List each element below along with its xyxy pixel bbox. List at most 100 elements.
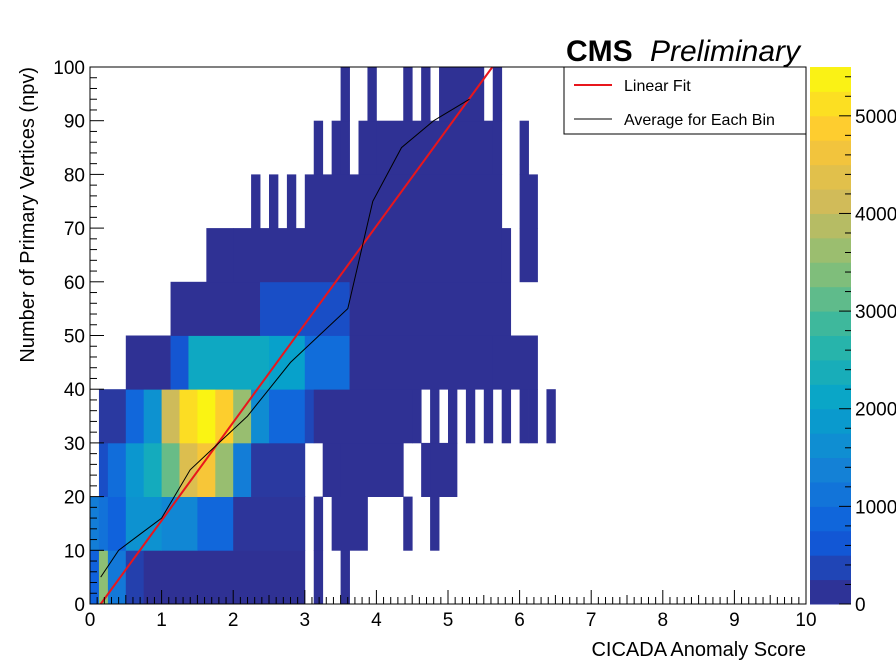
y-tick-label: 30 bbox=[64, 434, 85, 455]
heatmap-cell bbox=[233, 442, 252, 497]
y-tick-label: 50 bbox=[64, 327, 85, 348]
y-tick-label: 60 bbox=[64, 273, 85, 294]
y-tick-label: 70 bbox=[64, 219, 85, 240]
heatmap-cell bbox=[313, 496, 324, 551]
heatmap-cell bbox=[179, 389, 198, 444]
heatmap-cell bbox=[430, 442, 449, 497]
color-bar-segment bbox=[810, 384, 851, 410]
heatmap-cell bbox=[367, 67, 377, 122]
x-tick-label: 3 bbox=[300, 610, 311, 631]
heatmap-cell bbox=[251, 174, 261, 229]
linear-fit-line bbox=[99, 66, 494, 605]
y-tick-label: 80 bbox=[64, 165, 85, 186]
color-bar-tick-label: 1000 bbox=[855, 497, 896, 518]
heatmap-cell bbox=[161, 389, 180, 444]
heatmap-cell bbox=[197, 496, 234, 551]
heatmap-cell bbox=[286, 174, 297, 229]
heatmap-cell bbox=[519, 228, 538, 283]
color-bar-segment bbox=[810, 237, 851, 263]
y-tick-label: 20 bbox=[64, 488, 85, 509]
heatmap-cell bbox=[448, 67, 485, 122]
heatmap-cell bbox=[107, 550, 127, 605]
heatmap-cell bbox=[125, 335, 171, 390]
heatmap-cell bbox=[215, 389, 234, 444]
heatmap-cell bbox=[260, 281, 350, 336]
color-bar-segment bbox=[810, 91, 851, 117]
heatmap-cell bbox=[170, 281, 261, 336]
heatmap-cell bbox=[421, 67, 431, 122]
heatmap-cell bbox=[439, 67, 449, 122]
heatmap-cell bbox=[430, 496, 440, 551]
y-tick-label: 40 bbox=[64, 380, 85, 401]
heatmap-cell bbox=[403, 496, 413, 551]
color-bar-segment bbox=[810, 506, 851, 532]
heatmap-cell bbox=[304, 174, 503, 229]
heatmap-cell bbox=[322, 442, 341, 497]
heatmap-cell bbox=[170, 335, 189, 390]
color-bar-segment bbox=[810, 140, 851, 166]
heatmap-cell bbox=[483, 389, 494, 444]
color-bar-segment bbox=[810, 579, 851, 605]
heatmap-cell bbox=[269, 335, 306, 390]
x-tick-label: 2 bbox=[228, 610, 239, 631]
average-line bbox=[100, 98, 470, 578]
color-bar-tick-label: 5000 bbox=[855, 107, 896, 128]
heatmap-cell bbox=[331, 496, 368, 551]
color-bar-tick-label: 4000 bbox=[855, 204, 896, 225]
color-bar: 0 1000 2000 3000 4000 5000 bbox=[810, 67, 896, 616]
heatmap-cell bbox=[188, 335, 234, 390]
x-tick-label: 9 bbox=[729, 610, 740, 631]
color-bar-tick-label: 0 bbox=[855, 595, 866, 616]
series-lines bbox=[99, 66, 494, 605]
heatmap-cell bbox=[331, 120, 341, 175]
color-bar-segment bbox=[810, 433, 851, 459]
heatmap-cell bbox=[304, 389, 315, 444]
heatmap-cell bbox=[161, 496, 198, 551]
y-tick-label: 90 bbox=[64, 112, 85, 133]
heatmap-cell bbox=[90, 550, 100, 605]
x-tick-label: 0 bbox=[85, 610, 96, 631]
heatmap-cell bbox=[161, 442, 180, 497]
color-bar-segment bbox=[810, 115, 851, 141]
color-bar-segment bbox=[810, 189, 851, 214]
x-tick-label: 7 bbox=[586, 610, 597, 631]
heatmap-cell bbox=[304, 335, 350, 390]
color-bar-segment bbox=[810, 67, 851, 92]
heatmap-cell bbox=[403, 67, 413, 122]
heatmap-cell bbox=[358, 120, 377, 175]
heatmap-cell bbox=[90, 496, 100, 551]
color-bar-segment bbox=[810, 359, 851, 385]
heatmap-cell bbox=[251, 389, 270, 444]
heatmap-cell bbox=[107, 496, 127, 551]
legend-entry-average: Average for Each Bin bbox=[624, 112, 775, 129]
heatmap-cell bbox=[233, 228, 503, 283]
heatmap-cell bbox=[519, 389, 529, 444]
color-bar-segment bbox=[810, 311, 851, 336]
legend: Linear Fit Average for Each Bin bbox=[563, 66, 807, 135]
heatmap-cell bbox=[349, 335, 494, 390]
heatmap-cell bbox=[340, 550, 350, 605]
color-bar-segment bbox=[810, 213, 851, 239]
heatmap-cell bbox=[313, 389, 413, 444]
heatmap-cell bbox=[340, 67, 350, 122]
legend-box bbox=[563, 66, 807, 135]
color-bar-segment bbox=[810, 481, 851, 507]
color-bar-segment bbox=[810, 164, 851, 190]
x-axis-title: CICADA Anomaly Score bbox=[591, 639, 806, 661]
heatmap-cell bbox=[492, 67, 503, 122]
preliminary-label: Preliminary bbox=[650, 35, 802, 68]
color-bar-segment bbox=[810, 530, 851, 556]
x-tick-label: 5 bbox=[443, 610, 454, 631]
x-tick-label: 10 bbox=[795, 610, 816, 631]
heatmap-cell bbox=[98, 496, 109, 551]
heatmap-cell bbox=[125, 389, 145, 444]
cms-label: CMS bbox=[566, 35, 633, 68]
heatmap-cells bbox=[90, 67, 556, 605]
heatmap-cell bbox=[98, 550, 109, 605]
color-bar-segment bbox=[810, 555, 851, 581]
heatmap-cell bbox=[501, 389, 512, 444]
legend-entry-linear-fit: Linear Fit bbox=[624, 78, 691, 95]
color-bar-segment bbox=[810, 335, 851, 361]
